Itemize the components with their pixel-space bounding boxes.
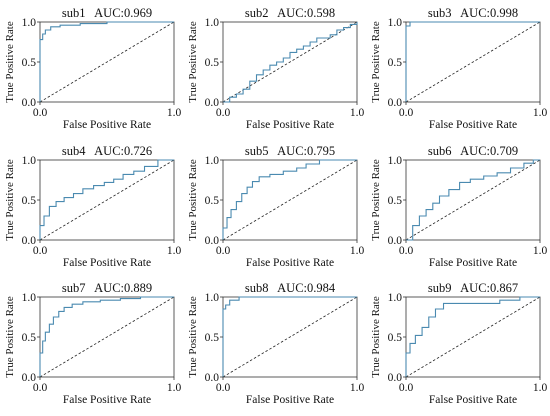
- panel-3-ylabel: True Positive Rate: [370, 21, 382, 103]
- panel-6-diagonal: [405, 159, 541, 241]
- panel-8-ytick-label: 1.0: [205, 292, 220, 304]
- panel-4-ytick-label: 0.0: [22, 235, 37, 247]
- panel-4-xlabel: False Positive Rate: [63, 257, 151, 269]
- panel-5-ytick-label: 0.0: [205, 235, 220, 247]
- panel-8-diagonal: [222, 296, 358, 378]
- panel-3-ytick-label: 1.0: [388, 17, 403, 29]
- panel-8-xtick-label: 1.0: [350, 382, 365, 394]
- panel-5-ylabel: True Positive Rate: [187, 159, 199, 241]
- panel-4-xtick-label: 1.0: [167, 245, 182, 257]
- panel-6-ytick-label: 0.0: [388, 235, 403, 247]
- panel-8-xlabel: False Positive Rate: [246, 394, 334, 406]
- panel-9-ytick-label: 0.5: [388, 332, 403, 344]
- panel-7-title: sub7 AUC:0.889: [62, 281, 152, 295]
- panel-3-xtick-label: 0.0: [399, 107, 414, 119]
- panel-6-title: sub6 AUC:0.709: [428, 144, 518, 158]
- panel-3-xtick-label: 1.0: [533, 107, 548, 119]
- panel-9-xtick-label: 0.0: [399, 382, 414, 394]
- panel-7-ytick-label: 1.0: [22, 292, 37, 304]
- panel-2-xtick-label: 0.0: [216, 107, 231, 119]
- panel-9-title: sub9 AUC:0.867: [428, 281, 518, 295]
- panel-1-ylabel: True Positive Rate: [4, 21, 16, 103]
- panel-1-xtick-label: 0.0: [33, 107, 48, 119]
- panel-9-ylabel: True Positive Rate: [370, 296, 382, 378]
- panel-4-ytick-label: 0.5: [22, 195, 37, 207]
- panel-7-xlabel: False Positive Rate: [63, 394, 151, 406]
- panel-1-xlabel: False Positive Rate: [63, 119, 151, 131]
- panel-2-ytick-label: 0.0: [205, 97, 220, 109]
- panel-1-diagonal: [39, 21, 175, 103]
- panel-1-xtick-label: 1.0: [167, 107, 182, 119]
- panel-2-roc-curve: [223, 22, 358, 103]
- panel-8-title: sub8 AUC:0.984: [245, 281, 336, 295]
- panel-3-ytick-label: 0.0: [388, 97, 403, 109]
- panel-5-roc-curve: [222, 159, 357, 240]
- panel-6-roc-curve: [406, 159, 540, 241]
- panel-4-diagonal: [39, 159, 175, 241]
- panel-9-ytick-label: 0.0: [388, 372, 403, 384]
- panel-8-xtick-label: 0.0: [216, 382, 231, 394]
- panel-6-xtick-label: 1.0: [533, 245, 548, 257]
- panel-8-ytick-label: 0.0: [205, 372, 220, 384]
- panel-3-xlabel: False Positive Rate: [429, 119, 517, 131]
- panel-4-title: sub4 AUC:0.726: [62, 144, 152, 158]
- panel-5-title: sub5 AUC:0.795: [245, 144, 335, 158]
- panel-8-ytick-label: 0.5: [205, 332, 220, 344]
- panel-6-ytick-label: 0.5: [388, 195, 403, 207]
- panel-5-xlabel: False Positive Rate: [246, 257, 334, 269]
- panel-1-roc-curve: [39, 21, 174, 102]
- panel-4-roc-curve: [39, 159, 174, 240]
- panel-8-roc-curve: [222, 296, 357, 377]
- panel-5-ytick-label: 0.5: [205, 195, 220, 207]
- panel-3-diagonal: [405, 21, 541, 103]
- panel-2-title: sub2 AUC:0.598: [245, 6, 335, 20]
- panel-1-ytick-label: 0.5: [22, 57, 37, 69]
- panel-2-diagonal: [222, 21, 358, 103]
- panel-3-title: sub3 AUC:0.998: [428, 6, 518, 20]
- panel-5-xtick-label: 1.0: [350, 245, 365, 257]
- panel-9-xlabel: False Positive Rate: [429, 394, 517, 406]
- panel-9-roc-curve: [405, 296, 540, 377]
- panel-7-ylabel: True Positive Rate: [4, 296, 16, 378]
- panel-3-ytick-label: 0.5: [388, 57, 403, 69]
- panel-2-ylabel: True Positive Rate: [187, 21, 199, 103]
- panel-4-ytick-label: 1.0: [22, 155, 37, 167]
- panel-4-ylabel: True Positive Rate: [4, 159, 16, 241]
- panel-7-xtick-label: 1.0: [167, 382, 182, 394]
- panel-9-diagonal: [405, 296, 541, 378]
- panel-7-diagonal: [39, 296, 175, 378]
- panel-4-xtick-label: 0.0: [33, 245, 48, 257]
- panel-7-roc-curve: [39, 296, 174, 377]
- panel-6-ylabel: True Positive Rate: [370, 159, 382, 241]
- panel-1-ytick-label: 1.0: [22, 17, 37, 29]
- panel-9-xtick-label: 1.0: [533, 382, 548, 394]
- panel-2-xlabel: False Positive Rate: [246, 119, 334, 131]
- panel-5-ytick-label: 1.0: [205, 155, 220, 167]
- panel-2-ytick-label: 0.5: [205, 57, 220, 69]
- panel-2-xtick-label: 1.0: [350, 107, 365, 119]
- panel-6-xlabel: False Positive Rate: [429, 257, 517, 269]
- panel-7-ytick-label: 0.0: [22, 372, 37, 384]
- panel-8-ylabel: True Positive Rate: [187, 296, 199, 378]
- panel-1-title: sub1 AUC:0.969: [62, 6, 152, 20]
- panel-5-xtick-label: 0.0: [216, 245, 231, 257]
- panel-5-diagonal: [222, 159, 358, 241]
- panel-2-ytick-label: 1.0: [205, 17, 220, 29]
- panel-3-roc-curve: [405, 21, 540, 102]
- panel-9-ytick-label: 1.0: [388, 292, 403, 304]
- panel-1-ytick-label: 0.0: [22, 97, 37, 109]
- panel-6-xtick-label: 0.0: [399, 245, 414, 257]
- panel-7-xtick-label: 0.0: [33, 382, 48, 394]
- panel-6-ytick-label: 1.0: [388, 155, 403, 167]
- panel-7-ytick-label: 0.5: [22, 332, 37, 344]
